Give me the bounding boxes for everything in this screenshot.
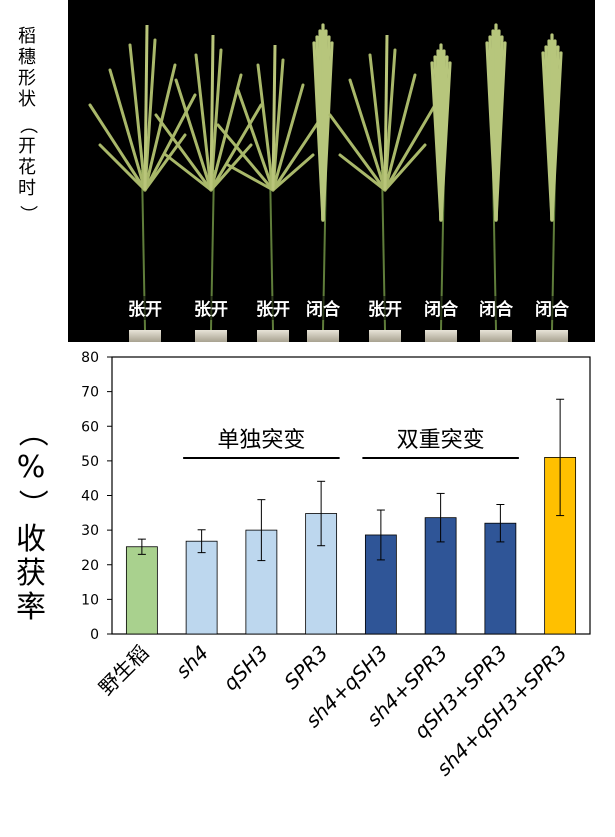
vial bbox=[195, 330, 227, 342]
x-tick-label: sh4 bbox=[171, 641, 213, 683]
group-annotation: 双重突变 bbox=[397, 428, 485, 453]
rice-panicle bbox=[536, 33, 568, 342]
panicle-state-label: 闭合 bbox=[479, 299, 514, 320]
side-label-paren-close: ） bbox=[17, 205, 38, 223]
plot-area-frame bbox=[111, 356, 591, 635]
rice-panicle bbox=[88, 24, 197, 342]
ylabel-percent: % bbox=[16, 450, 46, 485]
y-tick-label: 50 bbox=[81, 454, 99, 470]
ylabel-char: 收 bbox=[16, 522, 46, 557]
side-label-char: 稻 bbox=[18, 26, 36, 47]
ylabel-char: 率 bbox=[16, 590, 46, 625]
x-tick-label: 野生稻 bbox=[94, 641, 153, 700]
ylabel-char: 获 bbox=[16, 556, 46, 591]
panicle-state-label: 张开 bbox=[256, 300, 290, 320]
y-tick-label: 20 bbox=[81, 558, 99, 574]
group-annotation: 单独突变 bbox=[217, 428, 305, 453]
panicle-state-label: 闭合 bbox=[424, 299, 459, 320]
panicle-photo: 张开 张开 张开 闭合 张开 闭合 闭合 闭合 bbox=[68, 0, 595, 342]
y-tick-label: 40 bbox=[81, 489, 99, 505]
panicle-state-label: 闭合 bbox=[535, 299, 570, 320]
y-tick-label: 10 bbox=[81, 592, 99, 608]
y-tick-label: 30 bbox=[81, 523, 99, 539]
y-tick-label: 60 bbox=[81, 419, 99, 435]
y-tick-label: 0 bbox=[90, 627, 99, 643]
y-tick-label: 80 bbox=[81, 350, 99, 366]
rice-panicle bbox=[480, 23, 512, 342]
side-label-paren-char: 时 bbox=[18, 178, 36, 199]
panicle-state-label: 张开 bbox=[128, 300, 162, 320]
vial bbox=[369, 330, 401, 342]
vial bbox=[129, 330, 161, 342]
panicle-state-label: 闭合 bbox=[306, 299, 341, 320]
y-tick-label: 70 bbox=[81, 385, 99, 401]
panicle-state-label: 张开 bbox=[194, 300, 228, 320]
rice-panicle bbox=[328, 34, 437, 342]
bar bbox=[185, 540, 218, 635]
vial bbox=[480, 330, 512, 342]
side-label-paren-char: 花 bbox=[18, 157, 36, 178]
vial bbox=[307, 330, 339, 342]
panicle-state-label: 张开 bbox=[368, 300, 402, 320]
vial bbox=[257, 330, 289, 342]
rice-panicle bbox=[425, 43, 457, 342]
bar bbox=[125, 546, 158, 635]
y-axis-label: （%）收获率 bbox=[14, 415, 49, 627]
x-tick-label: SPR3 bbox=[279, 641, 332, 694]
vial bbox=[425, 330, 457, 342]
side-label-paren-open: （ bbox=[17, 116, 38, 134]
panicle-shape-label: 稻穗形状 （ 开花时 ） bbox=[17, 26, 38, 227]
x-tick-label: qSH3 bbox=[218, 641, 273, 696]
rice-panicle bbox=[307, 23, 339, 342]
side-label-char: 穗 bbox=[18, 47, 36, 68]
side-label-char: 形 bbox=[18, 68, 36, 89]
side-label-char: 状 bbox=[18, 89, 36, 110]
vial bbox=[536, 330, 568, 342]
side-label-paren-char: 开 bbox=[18, 136, 36, 157]
